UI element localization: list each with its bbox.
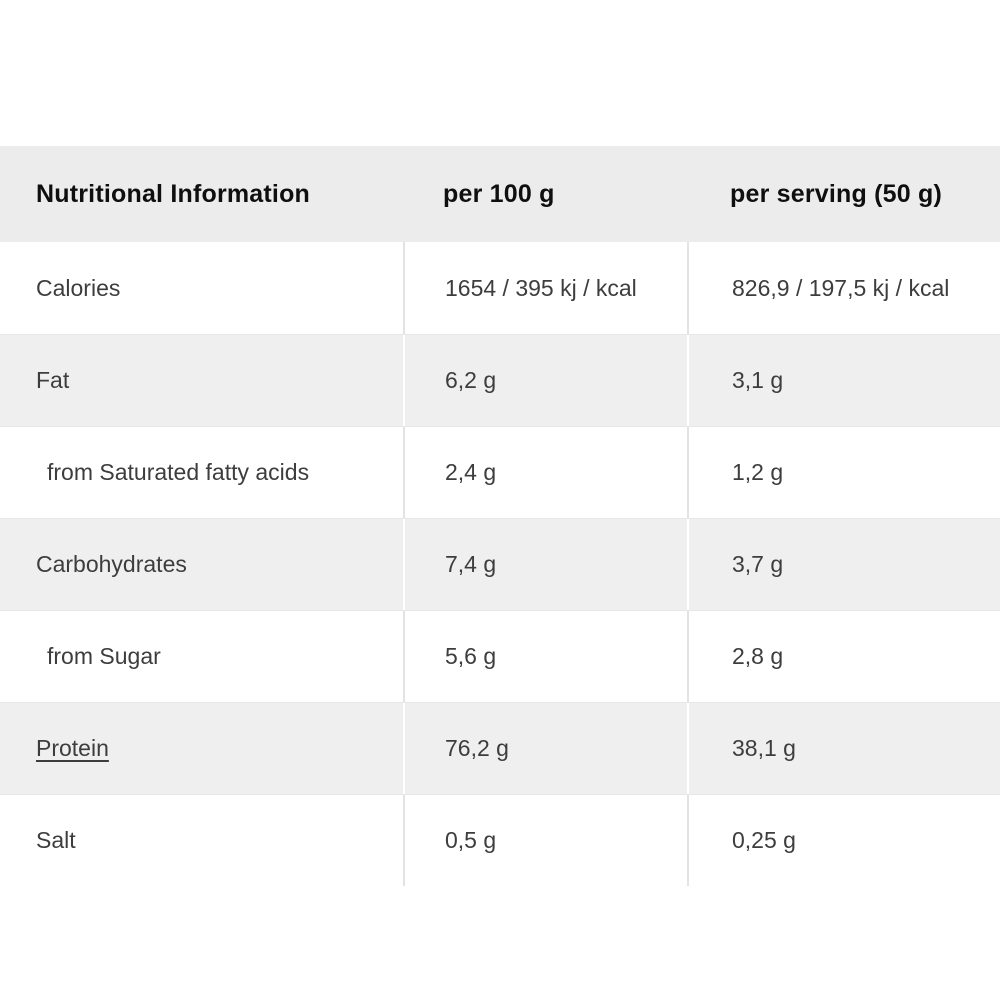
- value-per-serving-salt: 0,25 g: [687, 795, 1000, 886]
- table-row-salt: Salt 0,5 g 0,25 g: [0, 794, 1000, 886]
- row-label-sugar: from Sugar: [47, 643, 161, 669]
- row-label-protein-cell: Protein: [0, 703, 403, 794]
- table-row-fat: Fat 6,2 g 3,1 g: [0, 334, 1000, 426]
- table-row-carbohydrates: Carbohydrates 7,4 g 3,7 g: [0, 518, 1000, 610]
- table-header-row: Nutritional Information per 100 g per se…: [0, 146, 1000, 242]
- value-per-100g-salt: 0,5 g: [403, 795, 687, 886]
- header-cell-nutritional-information: Nutritional Information: [36, 179, 311, 208]
- value-per-100g-carbohydrates: 7,4 g: [403, 519, 687, 610]
- value-per-serving-fat: 3,1 g: [687, 335, 1000, 426]
- header-cell-per-100g: per 100 g: [443, 179, 555, 208]
- value-per-100g-calories: 1654 / 395 kj / kcal: [403, 242, 687, 334]
- table-row-calories: Calories 1654 / 395 kj / kcal 826,9 / 19…: [0, 242, 1000, 334]
- value-per-serving-calories: 826,9 / 197,5 kj / kcal: [687, 242, 1000, 334]
- value-per-serving-saturated-fatty-acids: 1,2 g: [687, 427, 1000, 518]
- protein-link[interactable]: Protein: [36, 735, 109, 761]
- row-label-calories: Calories: [36, 274, 121, 301]
- header-cell-per-serving: per serving (50 g): [730, 179, 942, 208]
- value-per-100g-saturated-fatty-acids: 2,4 g: [403, 427, 687, 518]
- value-per-serving-carbohydrates: 3,7 g: [687, 519, 1000, 610]
- table-row-saturated-fatty-acids: from Saturated fatty acids 2,4 g 1,2 g: [0, 426, 1000, 518]
- value-per-100g-sugar: 5,6 g: [403, 611, 687, 702]
- row-label-carbohydrates: Carbohydrates: [36, 551, 187, 577]
- value-per-100g-fat: 6,2 g: [403, 335, 687, 426]
- row-label-fat: Fat: [36, 367, 70, 393]
- row-label-saturated-fatty-acids: from Saturated fatty acids: [47, 459, 310, 485]
- value-per-100g-protein: 76,2 g: [403, 703, 687, 794]
- row-label-salt: Salt: [36, 827, 76, 853]
- value-per-serving-protein: 38,1 g: [687, 703, 1000, 794]
- value-per-serving-sugar: 2,8 g: [687, 611, 1000, 702]
- table-row-protein: Protein 76,2 g 38,1 g: [0, 702, 1000, 794]
- table-row-sugar: from Sugar 5,6 g 2,8 g: [0, 610, 1000, 702]
- nutrition-table: Nutritional Information per 100 g per se…: [0, 146, 1000, 886]
